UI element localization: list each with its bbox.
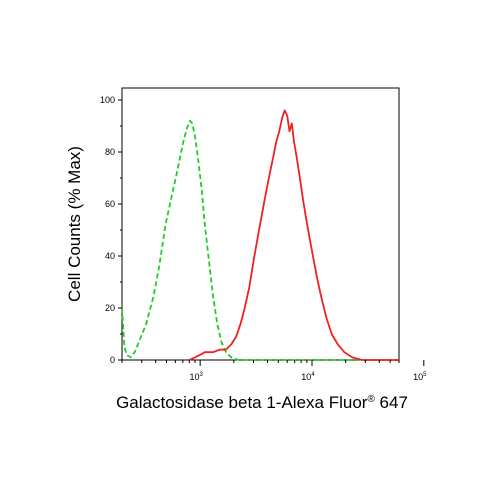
x-tick-label: 104: [301, 372, 315, 382]
series-line-2: [188, 109, 399, 361]
y-tick-label: 40: [105, 251, 115, 261]
y-tick-label: 20: [105, 303, 115, 313]
y-tick-label: 100: [100, 95, 115, 105]
x-tick-label: 105: [413, 372, 427, 382]
x-axis-title-suffix: 647: [375, 393, 408, 412]
x-tick-label-base: 10: [301, 372, 311, 382]
y-tick-label: 80: [105, 147, 115, 157]
x-axis-title-main: Galactosidase beta 1-Alexa Fluor: [116, 393, 368, 412]
series-line-1: [121, 119, 399, 361]
x-axis-title: Galactosidase beta 1-Alexa Fluor® 647: [116, 393, 408, 412]
y-tick-label: 0: [110, 355, 115, 365]
x-tick-label-exponent: 4: [311, 372, 315, 378]
x-tick-label: 103: [189, 372, 203, 382]
x-axis-title-registered-mark: ®: [367, 394, 375, 405]
x-tick-label-base: 10: [189, 372, 199, 382]
x-tick-label-exponent: 3: [199, 372, 203, 378]
series-layer: [121, 109, 399, 361]
y-axis-title: Cell Counts (% Max): [65, 146, 84, 302]
x-tick-label-exponent: 5: [423, 372, 427, 378]
x-tick-label-base: 10: [413, 372, 423, 382]
y-tick-label: 60: [105, 199, 115, 209]
